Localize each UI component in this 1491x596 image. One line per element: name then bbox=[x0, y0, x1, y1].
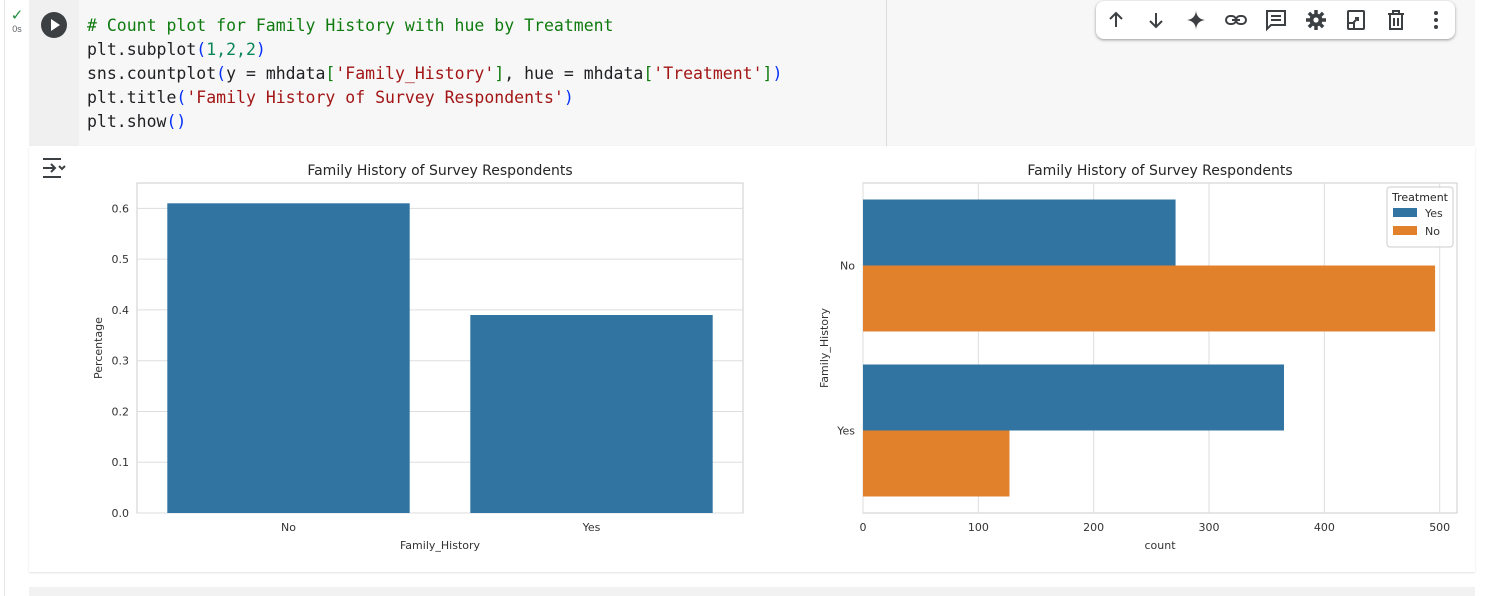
bar bbox=[863, 430, 1010, 497]
chart-title: Family History of Survey Respondents bbox=[1027, 163, 1292, 179]
code-token: , hue = mhdata bbox=[504, 64, 644, 83]
chart-right: 0 100 200 300 400 500 No Yes Family History of S… bbox=[818, 163, 1458, 552]
bar bbox=[863, 364, 1284, 431]
code-token: plt.show bbox=[87, 112, 167, 131]
code-bracket: [ bbox=[325, 64, 336, 83]
left-rail bbox=[0, 0, 5, 596]
code-bracket: ] bbox=[762, 64, 773, 83]
y-tick-label: 0.5 bbox=[112, 253, 130, 266]
run-cell-button[interactable] bbox=[41, 12, 67, 38]
output-menu-icon bbox=[43, 158, 66, 178]
gear-icon bbox=[1306, 10, 1326, 30]
sparkle-icon bbox=[1187, 11, 1205, 29]
code-paren: ( bbox=[216, 64, 227, 83]
bar bbox=[167, 203, 410, 514]
output-actions-button[interactable] bbox=[40, 156, 68, 180]
chart-title: Family History of Survey Respondents bbox=[307, 163, 572, 179]
cell-toolbar bbox=[1096, 1, 1455, 39]
play-icon bbox=[51, 19, 60, 31]
delete-cell-button[interactable] bbox=[1384, 8, 1408, 32]
legend: Treatment Yes No bbox=[1386, 186, 1454, 248]
code-number: 1,2,2 bbox=[206, 40, 256, 59]
code-string: 'Family_History' bbox=[335, 64, 495, 83]
mirror-cell-icon bbox=[1347, 10, 1365, 30]
code-token: plt.subplot bbox=[87, 40, 197, 59]
copy-link-button[interactable] bbox=[1224, 8, 1248, 32]
code-bracket: [ bbox=[643, 64, 654, 83]
more-vert-icon bbox=[1434, 11, 1438, 29]
code-comment: # Count plot for Family History with hue… bbox=[87, 16, 614, 35]
comment-icon bbox=[1266, 10, 1286, 32]
code-paren: ) bbox=[255, 40, 266, 59]
legend-title: Treatment bbox=[1391, 191, 1449, 204]
arrow-down-icon bbox=[1149, 13, 1163, 29]
y-tick-label: 0.6 bbox=[112, 202, 130, 215]
move-up-button[interactable] bbox=[1104, 8, 1128, 32]
mirror-cell-button[interactable] bbox=[1344, 8, 1368, 32]
code-bracket: ] bbox=[494, 64, 505, 83]
legend-swatch bbox=[1393, 208, 1417, 217]
x-tick-label: 0 bbox=[860, 521, 867, 534]
code-string: 'Family History of Survey Respondents' bbox=[186, 88, 564, 107]
bar bbox=[863, 265, 1436, 332]
link-icon bbox=[1225, 15, 1247, 25]
legend-entry: Yes bbox=[1424, 207, 1443, 220]
check-icon: ✓ bbox=[10, 6, 24, 24]
output-figure: 0.0 0.1 0.2 0.3 0.4 0.5 0.6 No Yes Family History… bbox=[92, 163, 1458, 552]
y-tick-label: No bbox=[840, 260, 855, 273]
x-tick-label: 100 bbox=[968, 521, 989, 534]
cell-output: 0.0 0.1 0.2 0.3 0.4 0.5 0.6 No Yes Family History… bbox=[29, 146, 1475, 572]
settings-button[interactable] bbox=[1304, 8, 1328, 32]
x-axis-label: Family_History bbox=[400, 539, 481, 552]
x-tick-label: 500 bbox=[1429, 521, 1450, 534]
code-paren: ( bbox=[196, 40, 207, 59]
trash-icon bbox=[1388, 10, 1404, 30]
code-divider bbox=[886, 0, 887, 146]
x-tick-label: No bbox=[281, 521, 296, 534]
code-paren: ( bbox=[176, 88, 187, 107]
cell-status: ✓ 0s bbox=[6, 8, 28, 35]
legend-swatch bbox=[1393, 226, 1417, 235]
x-tick-label: 200 bbox=[1083, 521, 1104, 534]
more-options-button[interactable] bbox=[1424, 8, 1448, 32]
code-editor[interactable]: # Count plot for Family History with hue… bbox=[87, 14, 782, 134]
code-token: y = mhdata bbox=[226, 64, 326, 83]
bar bbox=[863, 199, 1176, 266]
x-tick-label: Yes bbox=[582, 521, 601, 534]
legend-entry: No bbox=[1425, 225, 1440, 238]
code-string: 'Treatment' bbox=[653, 64, 763, 83]
gemini-button[interactable] bbox=[1184, 8, 1208, 32]
y-tick-label: 0.3 bbox=[112, 355, 130, 368]
chart-left: 0.0 0.1 0.2 0.3 0.4 0.5 0.6 No Yes Family History… bbox=[92, 163, 744, 552]
y-tick-label: 0.4 bbox=[112, 304, 130, 317]
y-tick-label: 0.0 bbox=[112, 507, 130, 520]
x-tick-label: 400 bbox=[1314, 521, 1335, 534]
y-tick-label: 0.1 bbox=[112, 456, 130, 469]
exec-time: 0s bbox=[12, 24, 22, 34]
code-paren: ) bbox=[563, 88, 574, 107]
bar bbox=[470, 315, 713, 513]
code-paren: ) bbox=[772, 64, 783, 83]
x-tick-label: 300 bbox=[1199, 521, 1220, 534]
y-axis-label: Percentage bbox=[92, 317, 105, 379]
x-axis-label: count bbox=[1144, 539, 1176, 552]
code-token: plt.title bbox=[87, 88, 177, 107]
code-paren: () bbox=[166, 112, 187, 131]
y-axis-label: Family_History bbox=[818, 307, 831, 388]
y-tick-label: 0.2 bbox=[112, 405, 130, 418]
y-tick-label: Yes bbox=[836, 425, 855, 438]
next-cell[interactable] bbox=[29, 587, 1475, 596]
arrow-up-icon bbox=[1109, 11, 1123, 27]
code-token: sns.countplot bbox=[87, 64, 217, 83]
add-comment-button[interactable] bbox=[1264, 8, 1288, 32]
move-down-button[interactable] bbox=[1144, 8, 1168, 32]
